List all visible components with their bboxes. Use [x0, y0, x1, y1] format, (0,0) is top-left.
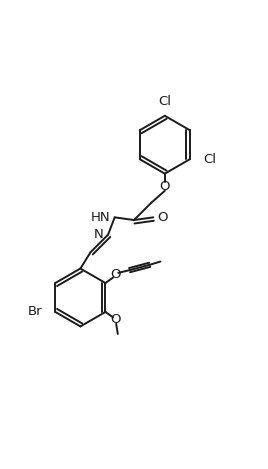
Text: O: O	[159, 180, 170, 193]
Text: HN: HN	[90, 211, 110, 224]
Text: Cl: Cl	[158, 95, 171, 108]
Text: O: O	[110, 313, 121, 326]
Text: O: O	[110, 268, 121, 281]
Text: Cl: Cl	[203, 153, 216, 166]
Text: O: O	[158, 211, 168, 224]
Text: N: N	[94, 228, 104, 241]
Text: Br: Br	[27, 305, 42, 318]
